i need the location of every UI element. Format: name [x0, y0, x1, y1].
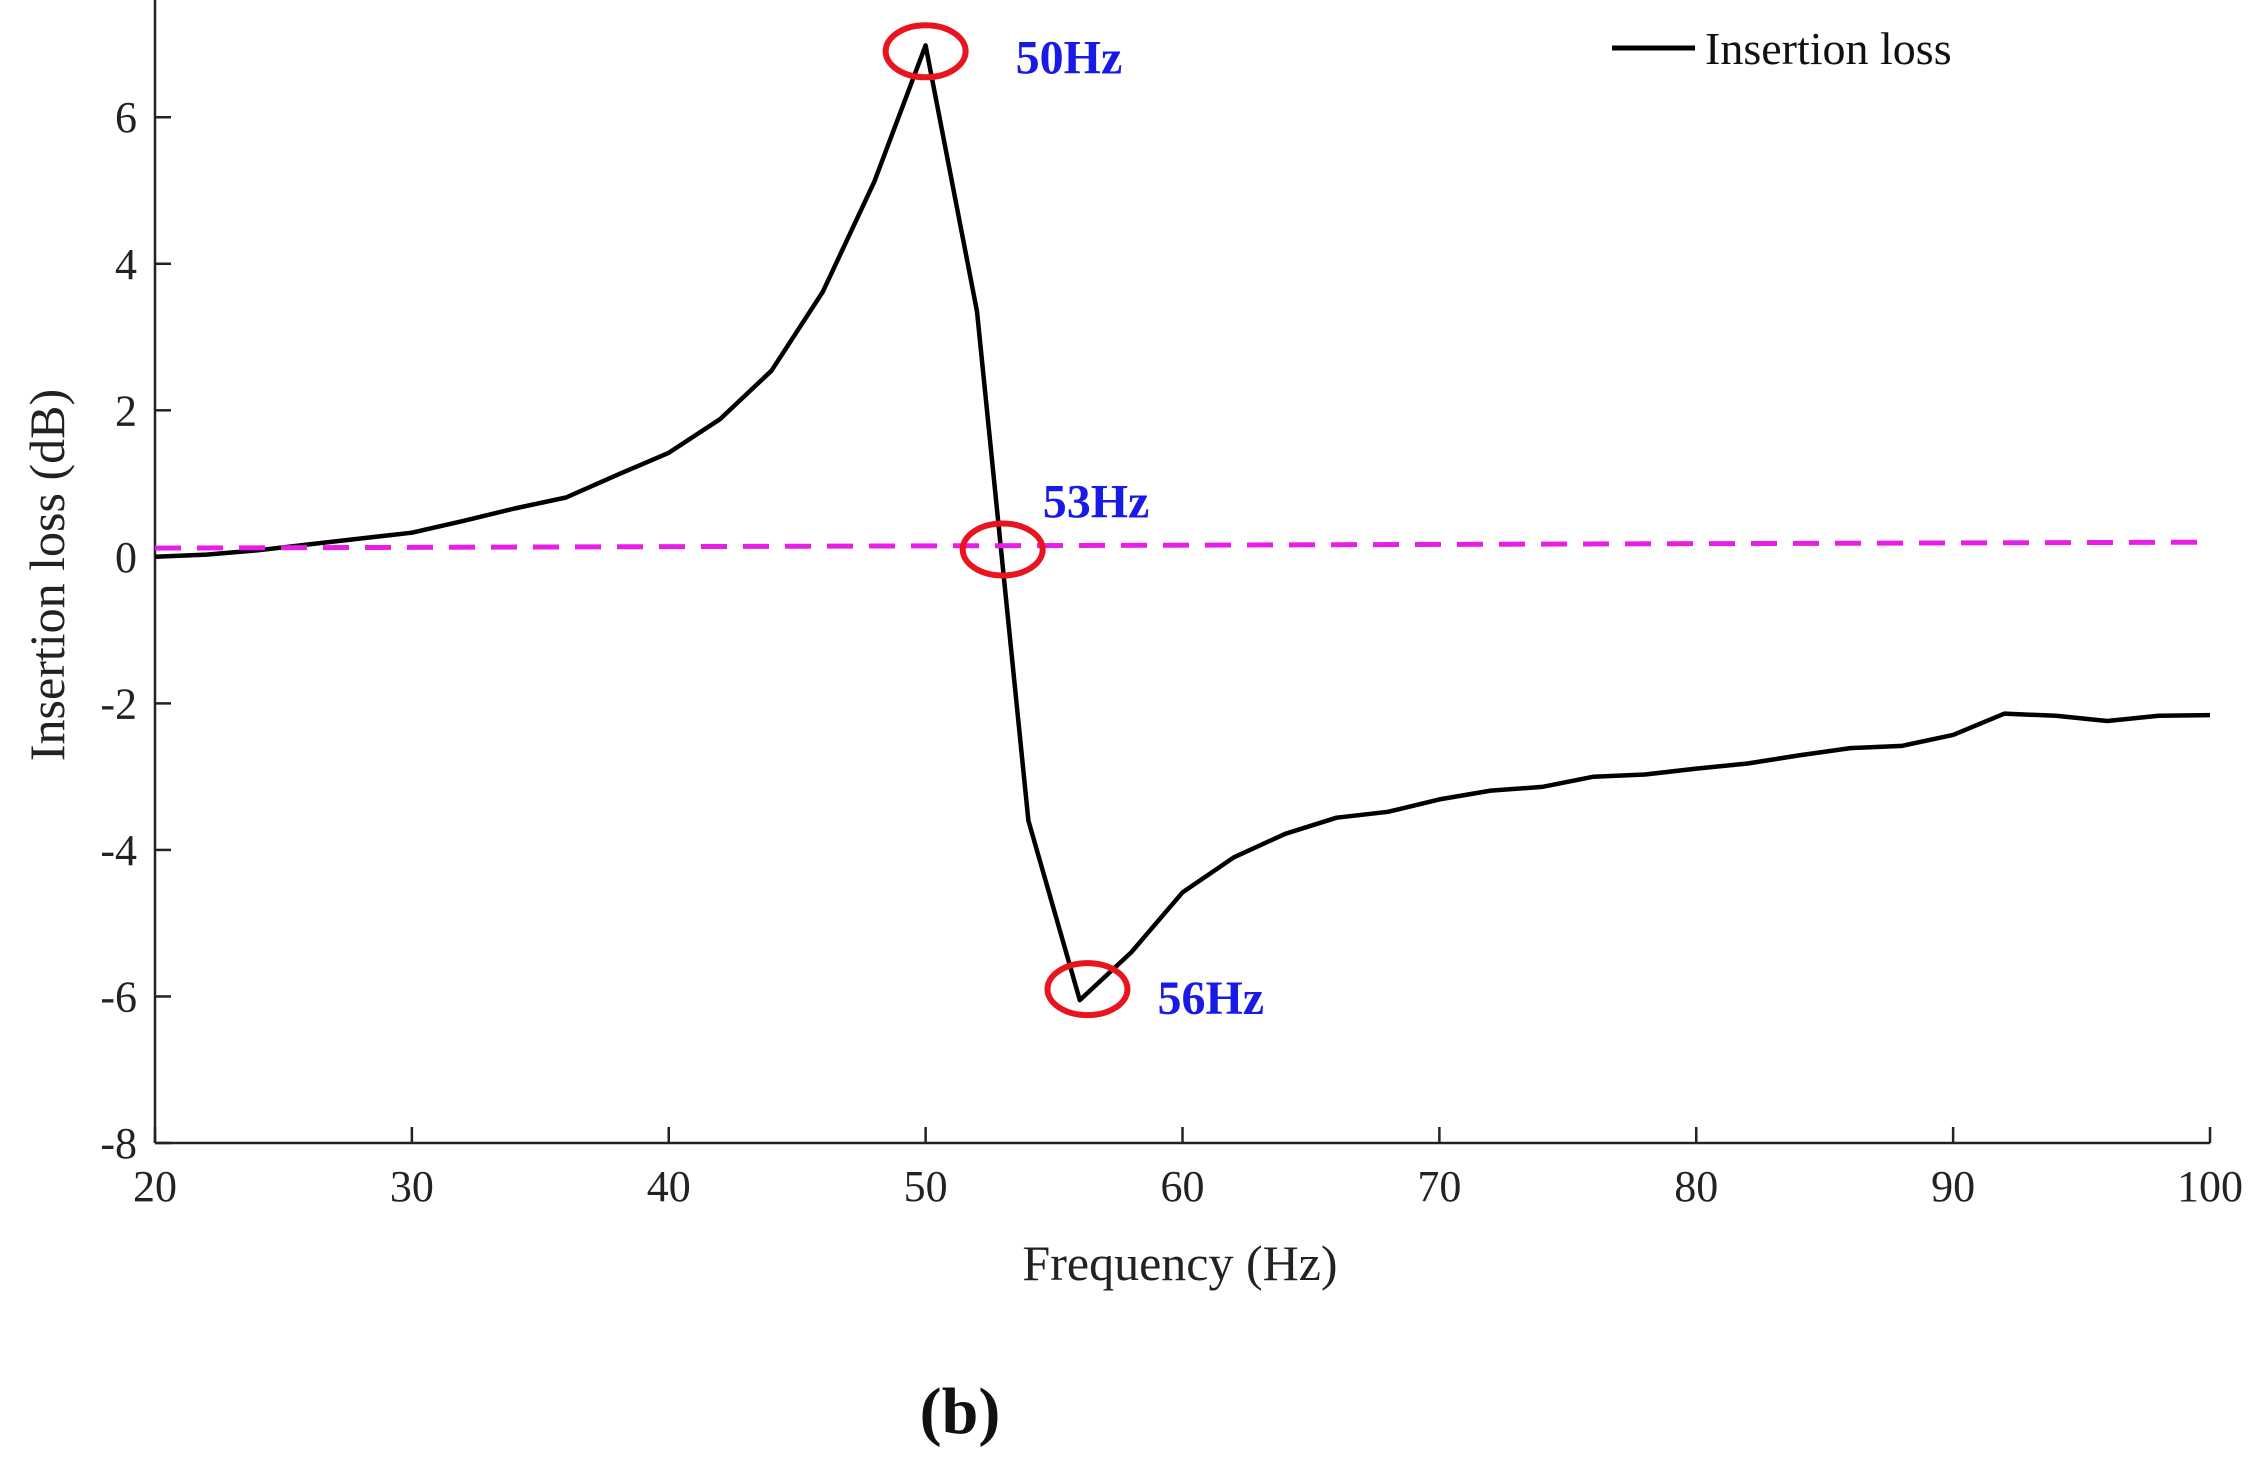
annotation-label-56hz: 56Hz: [1157, 972, 1264, 1025]
legend: Insertion loss: [1612, 23, 1952, 74]
x-tick-label: 90: [1931, 1162, 1975, 1211]
x-axis-ticks: 20 30 40 50 60 70 80 90 100: [133, 1127, 2243, 1211]
x-axis-title: Frequency (Hz): [1022, 1235, 1337, 1291]
x-tick-label: 20: [133, 1162, 177, 1211]
y-tick-label: 4: [115, 240, 137, 289]
annotation-circle-50hz: [882, 22, 969, 81]
x-tick-label: 80: [1674, 1162, 1718, 1211]
x-tick-label: 40: [647, 1162, 691, 1211]
x-tick-label: 70: [1417, 1162, 1461, 1211]
zero-reference-dashed-line: [154, 539, 2211, 551]
annotation-label-53hz: 53Hz: [1043, 476, 1150, 529]
y-axis-ticks: 6 4 2 0 -2 -4 -6 -8: [100, 93, 171, 1168]
y-tick-label: -4: [100, 826, 137, 875]
y-tick-label: 0: [115, 533, 137, 582]
annotation-circle-56hz: [1044, 960, 1131, 1019]
x-tick-label: 100: [2177, 1162, 2243, 1211]
y-tick-label: 2: [115, 386, 137, 435]
y-tick-label: -6: [100, 972, 137, 1021]
x-tick-label: 30: [390, 1162, 434, 1211]
y-tick-label: -8: [100, 1119, 137, 1168]
x-tick-label: 60: [1161, 1162, 1205, 1211]
y-tick-label: 6: [115, 93, 137, 142]
x-tick-label: 50: [904, 1162, 948, 1211]
y-axis-title: Insertion loss (dB): [19, 389, 75, 761]
plot-series: [154, 43, 2211, 1003]
y-tick-label: -2: [100, 679, 137, 728]
insertion-loss-line: [154, 43, 2211, 1003]
panel-label: (b): [920, 1375, 1001, 1448]
annotation-label-50hz: 50Hz: [1016, 31, 1123, 84]
frequency-annotations: 50Hz 53Hz 56Hz: [882, 22, 1264, 1025]
legend-label: Insertion loss: [1705, 23, 1952, 74]
annotation-circle-53hz: [959, 520, 1046, 579]
